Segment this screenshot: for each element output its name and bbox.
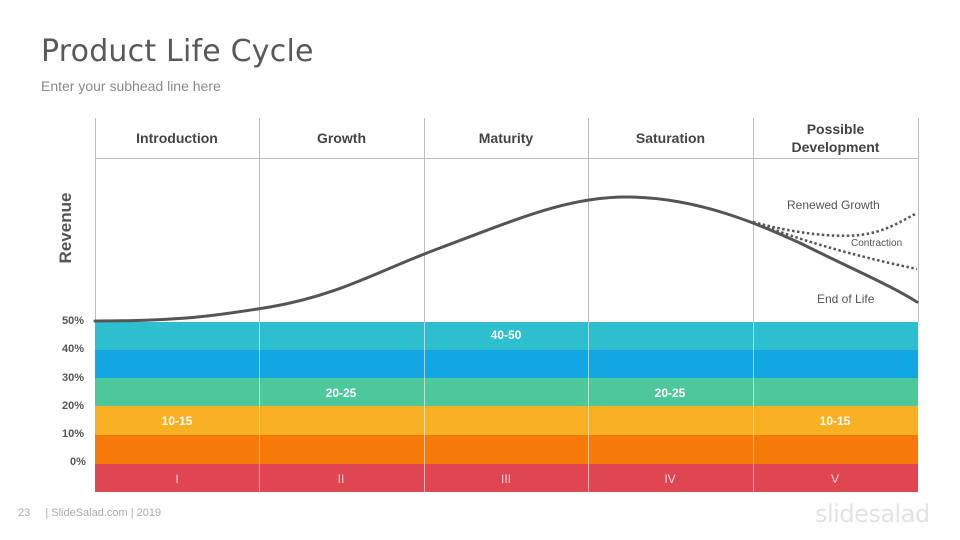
grid-line [753,118,754,322]
cell-label-introduction: 10-15 [161,414,193,428]
stage-numeral-3: III [500,472,511,486]
tick-50: 50% [62,315,85,327]
life-cycle-curve [93,195,919,323]
band-0 [95,464,918,492]
cell-label-growth: 20-25 [325,386,357,400]
cell-label-saturation: 20-25 [654,386,686,400]
band-divider [753,322,754,492]
tick-20: 20% [62,400,85,412]
grid-line [424,118,425,322]
band-divider [259,322,260,492]
band-20 [95,406,918,435]
grid-line [95,118,96,322]
footer: 23 | SlideSalad.com | 2019 [18,507,161,519]
label-renewed-growth: Renewed Growth [787,198,880,212]
page-title: Product Life Cycle [41,34,314,69]
stage-numeral-5: V [830,472,839,486]
band-divider [424,322,425,492]
stage-numeral-4: IV [664,472,676,486]
page-number: 23 [18,507,31,519]
page-subtitle: Enter your subhead line here [41,78,221,94]
band-divider [588,322,589,492]
stage-header-growth: Growth [317,130,366,146]
band-40 [95,350,918,378]
footer-credit: | SlideSalad.com | 2019 [45,507,162,519]
label-end-of-life: End of Life [817,292,875,306]
tick-40: 40% [62,343,85,355]
stage-numeral-2: II [337,472,345,486]
cell-label-development: 10-15 [819,414,851,428]
tick-0: 0% [70,456,86,468]
label-contraction: Contraction [851,238,902,249]
grid-line [588,118,589,322]
tick-10: 10% [62,428,85,440]
stage-header-possible-development: Possible Development [791,121,880,155]
stage-header-saturation: Saturation [635,130,706,146]
band-10 [95,435,918,464]
band-50 [95,322,918,350]
header-divider [95,158,918,159]
cell-label-maturity: 40-50 [490,328,522,342]
stage-header-introduction: Introduction [136,130,218,146]
stage-header-maturity: Maturity [478,130,534,146]
slidesalad-logo: slidesalad [815,500,930,528]
grid-line [259,118,260,322]
stage-numeral-1: I [175,472,179,486]
contraction-curve [752,220,918,271]
grid-line [918,118,919,322]
band-30 [95,378,918,406]
tick-30: 30% [62,372,85,384]
